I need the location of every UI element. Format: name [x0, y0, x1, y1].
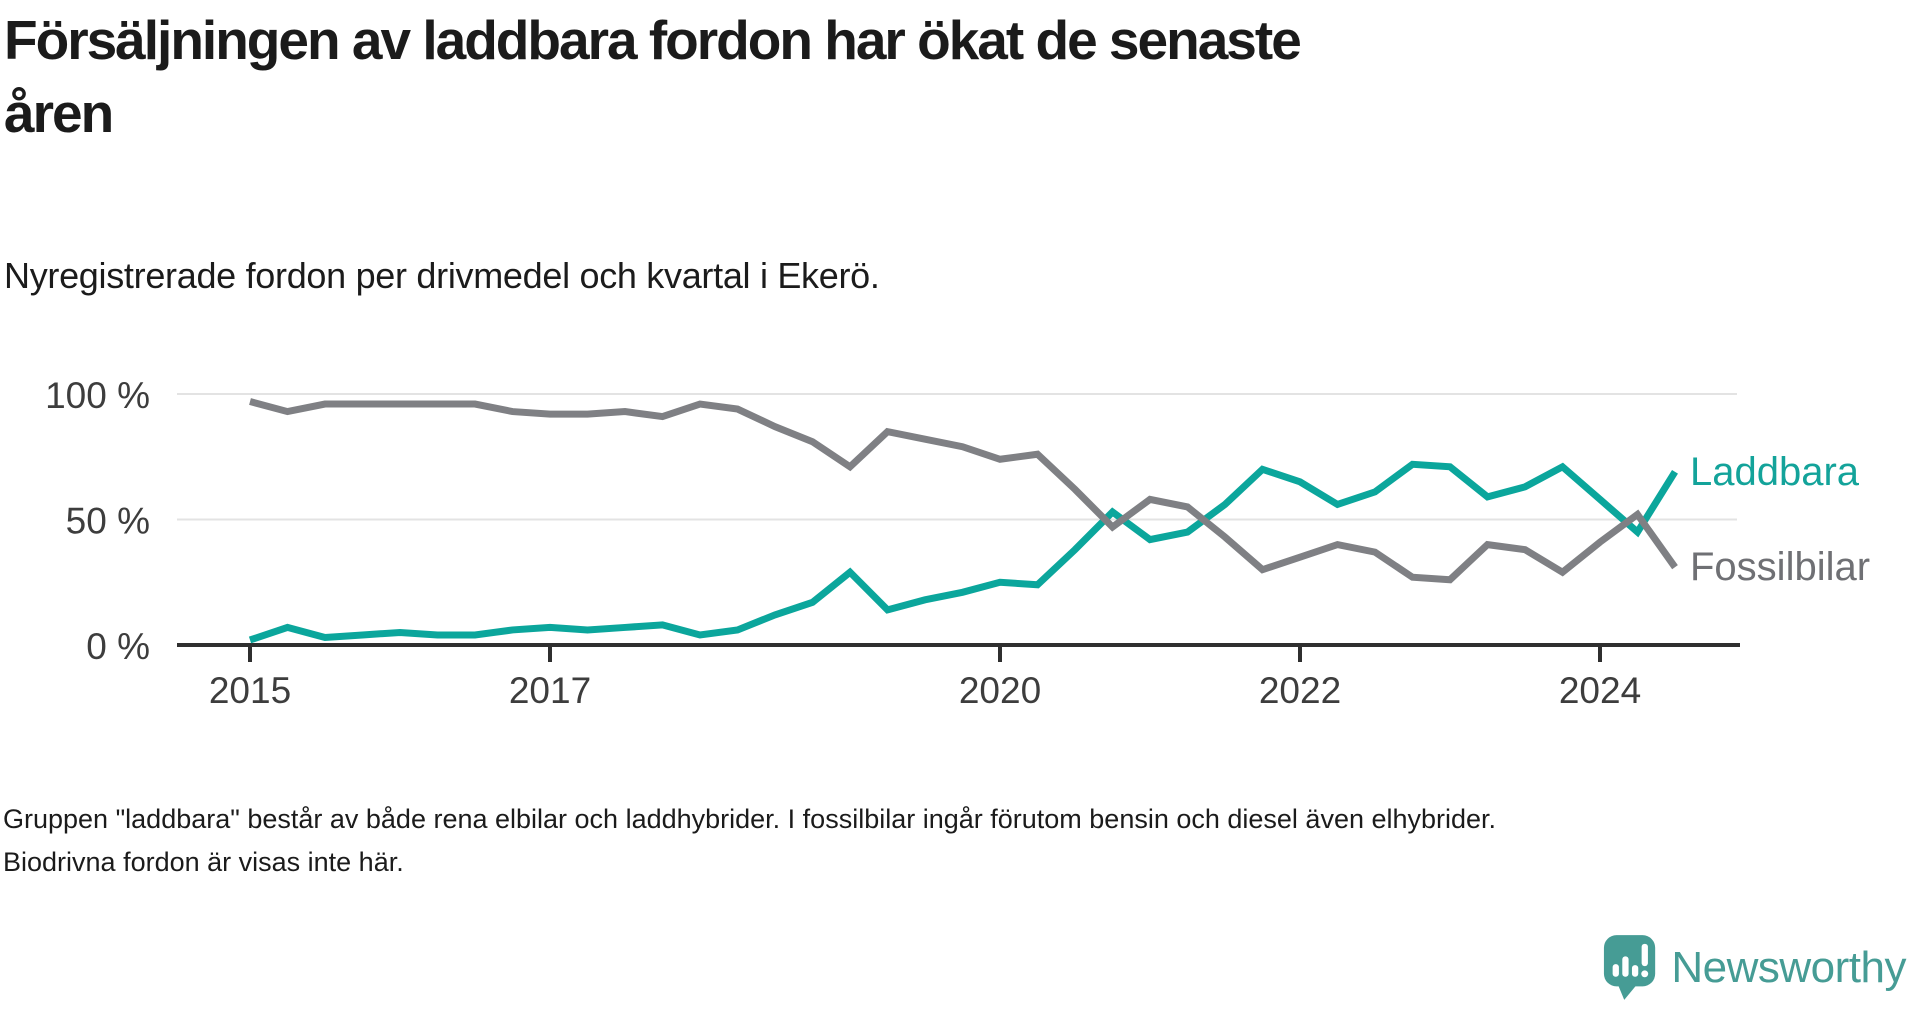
logo-exclamation-dot — [1641, 970, 1649, 978]
chart-canvas: 0 % 50 % 100 % 2015 2017 2020 2022 2024 Laddbara… — [45, 375, 1870, 711]
newsworthy-wordmark: Newsworthy — [1671, 943, 1906, 992]
x-axis-label-2022: 2022 — [1259, 670, 1341, 711]
chart-title: Försäljningen av laddbara fordon har öka… — [4, 4, 1302, 149]
logo-bar-2 — [1622, 956, 1629, 977]
x-axis-label-2015: 2015 — [209, 670, 291, 711]
newsworthy-logo-icon — [1604, 935, 1656, 1000]
newsworthy-logo: Newsworthy — [1602, 934, 1906, 1002]
y-axis-label-100: 100 % — [45, 375, 150, 416]
x-axis-label-2020: 2020 — [959, 670, 1041, 711]
series-end-label-fossilbilar: Fossilbilar — [1690, 545, 1870, 589]
y-axis-label-50: 50 % — [66, 501, 150, 542]
logo-exclamation-bar — [1642, 943, 1649, 967]
chart-title-line1: Försäljningen av laddbara fordon har öka… — [4, 9, 1302, 71]
series-end-label-laddbara: Laddbara — [1690, 450, 1860, 494]
logo-bar-1 — [1613, 964, 1620, 977]
x-axis-label-2017: 2017 — [509, 670, 591, 711]
line-chart: 0 % 50 % 100 % 2015 2017 2020 2022 2024 Laddbara… — [0, 330, 1920, 720]
series-line-fossilbilar — [249, 398, 1678, 584]
series-line-laddbara — [248, 460, 1678, 644]
chart-subtitle: Nyregistrerade fordon per drivmedel och … — [4, 255, 880, 296]
chart-title-line2: åren — [4, 81, 114, 144]
y-axis-label-0: 0 % — [86, 626, 150, 667]
chart-footnote: Gruppen "laddbara" består av både rena e… — [3, 804, 1497, 878]
x-axis-label-2024: 2024 — [1559, 670, 1641, 711]
logo-bar-3 — [1632, 965, 1639, 977]
